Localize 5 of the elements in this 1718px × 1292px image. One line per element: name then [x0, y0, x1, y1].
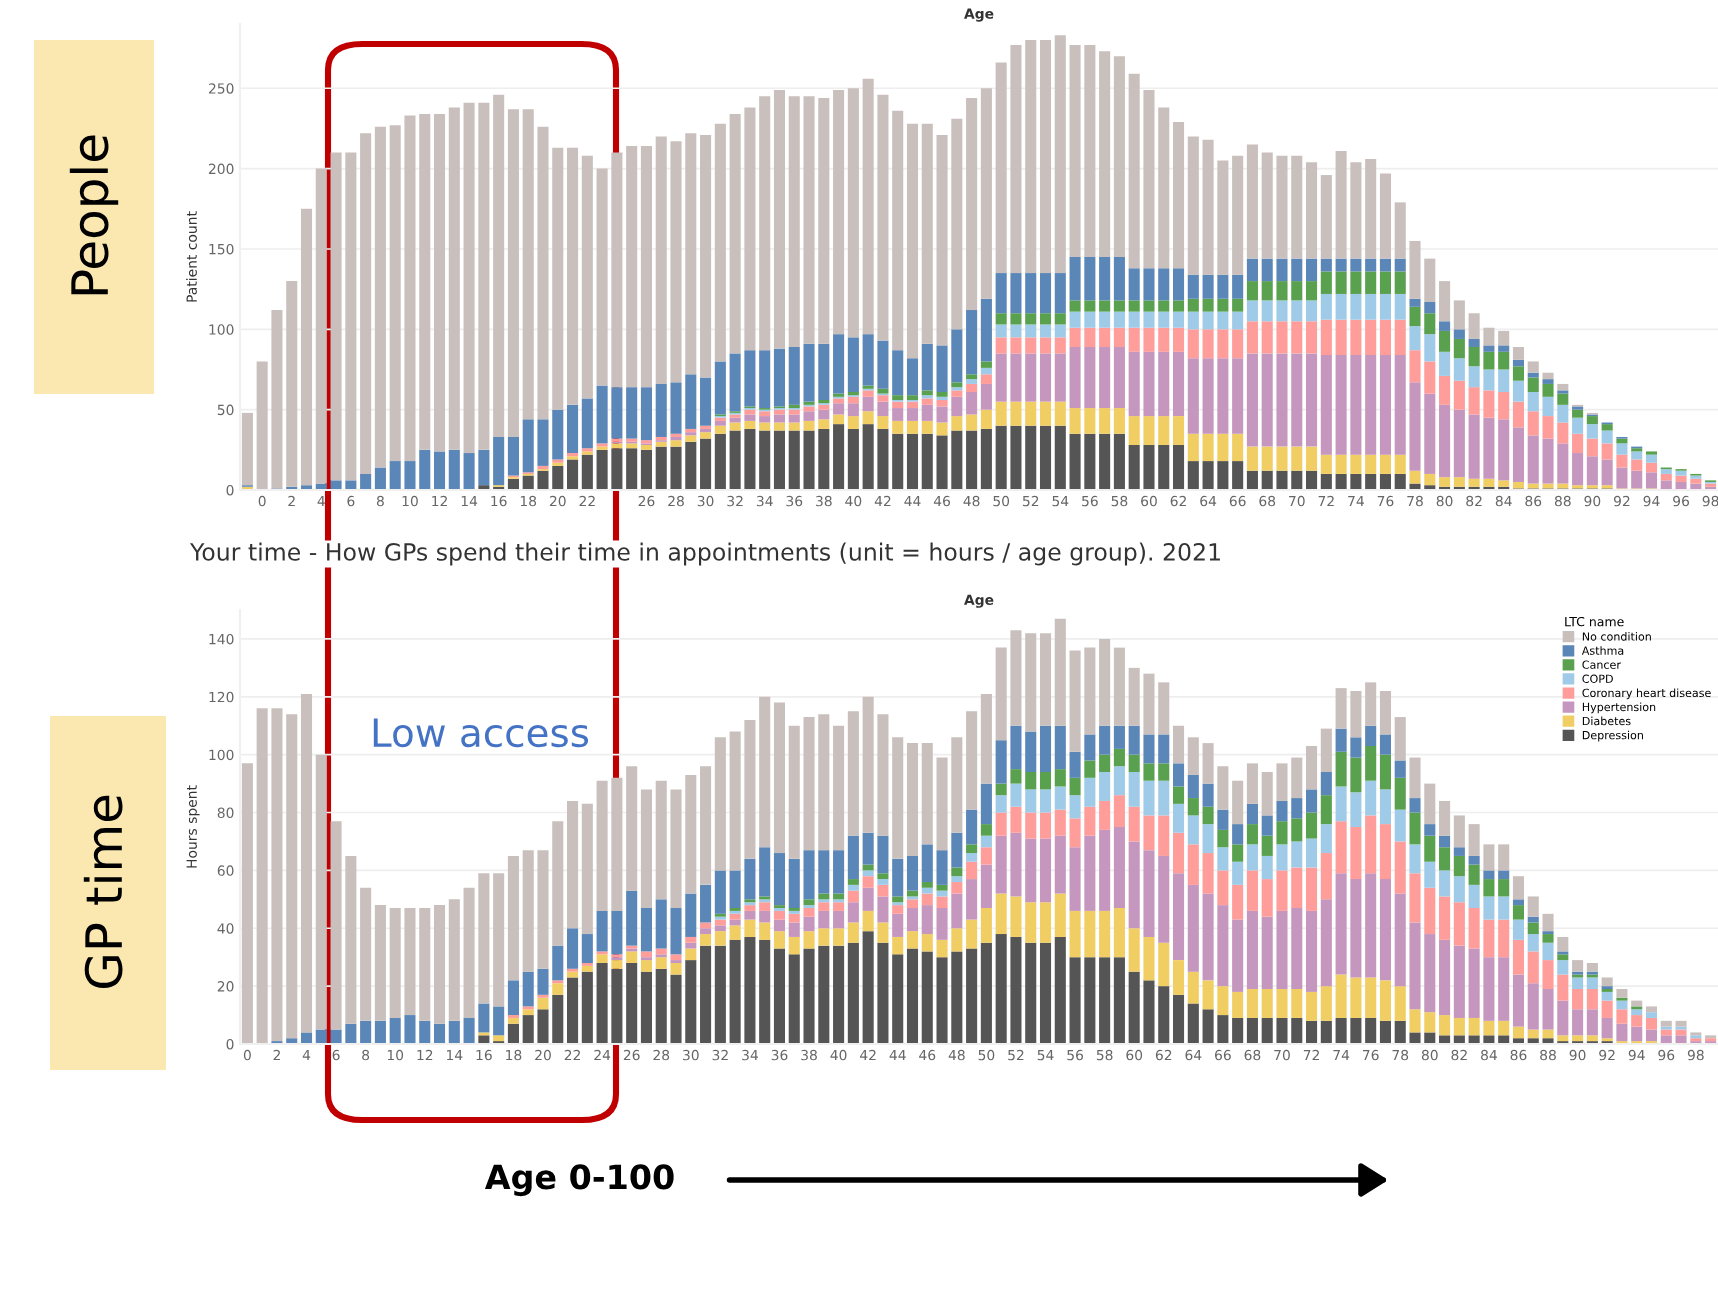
text: GP time — [83, 795, 123, 989]
text: Age 0-100 — [484, 1164, 674, 1197]
annotation: Low access — [373, 718, 589, 748]
text: People — [69, 135, 119, 295]
chart-title: Your time - How GPs spend their time in appointments (unit = hours / age group). 2021 — [189, 542, 1220, 566]
